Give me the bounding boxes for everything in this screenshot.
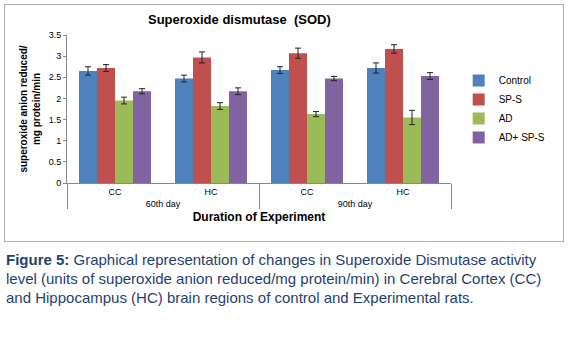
svg-text:0: 0 — [56, 178, 61, 188]
html-text:Figure 5: Graphical representa: Figure 5: Graphical representation of ch… — [6, 251, 542, 306]
svg-text:2: 2 — [56, 94, 61, 104]
svg-text:Superoxide dismutase (SOD): Superoxide dismutase (SOD) — [148, 12, 331, 27]
svg-text:2.5: 2.5 — [49, 72, 62, 82]
svg-text:0.5: 0.5 — [49, 157, 62, 167]
svg-text:superoxide anion reduced/mg pr: superoxide anion reduced/mg protein/min — [18, 45, 42, 172]
svg-text:1: 1 — [56, 136, 61, 146]
svg-text:Duration of Experiment: Duration of Experiment — [193, 210, 326, 224]
svg-text:1.5: 1.5 — [49, 115, 62, 125]
svg-text:CC: CC — [301, 187, 314, 197]
svg-text:3.5: 3.5 — [49, 30, 62, 40]
svg-text:AD: AD — [499, 113, 513, 124]
svg-text:SP-S: SP-S — [499, 94, 523, 105]
svg-text:HC: HC — [397, 187, 410, 197]
svg-text:3: 3 — [56, 51, 61, 61]
svg-text:CC: CC — [109, 187, 122, 197]
svg-text:90th day: 90th day — [338, 199, 373, 209]
svg-text:AD+ SP-S: AD+ SP-S — [499, 132, 545, 143]
svg-text:60th day: 60th day — [146, 199, 181, 209]
svg-text:Control: Control — [499, 75, 531, 86]
svg-text:HC: HC — [205, 187, 218, 197]
